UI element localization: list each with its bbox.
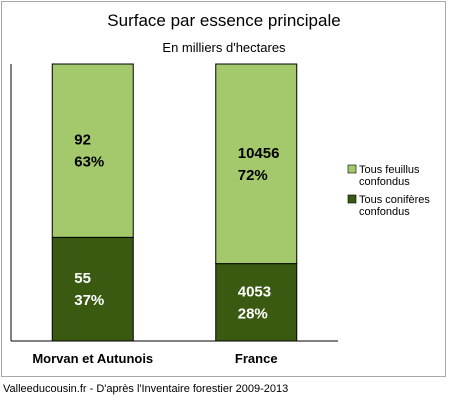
bar-0-series-1 xyxy=(51,63,134,238)
category-label-0: Morvan et Autunois xyxy=(32,351,153,366)
bar-1-series-1 xyxy=(215,63,298,265)
category-label-1: France xyxy=(235,351,278,366)
chart-svg: Surface par essence principale En millier… xyxy=(10,11,430,366)
bar-1-series-0 xyxy=(215,263,298,342)
data-label-percent-1-1: 72% xyxy=(238,167,268,184)
bar-0-series-0 xyxy=(51,236,134,342)
legend-swatch-1 xyxy=(347,194,357,204)
data-label-value-1-1: 10456 xyxy=(238,145,280,162)
data-label-value-1-0: 4053 xyxy=(238,283,271,300)
chart-frame: Surface par essence principale En millier… xyxy=(1,1,446,377)
data-label-value-0-1: 92 xyxy=(74,132,91,149)
data-label-percent-0-1: 63% xyxy=(74,154,104,171)
legend-text-1-1: confondus xyxy=(359,206,410,218)
legend-swatch-0 xyxy=(347,164,357,174)
data-label-percent-1-0: 28% xyxy=(238,305,268,322)
legend-text-1-0: Tous conifères xyxy=(359,194,430,206)
chart-subtitle: En milliers d'hectares xyxy=(162,40,286,55)
source-note: Valleeducousin.fr - D'après l'Inventaire… xyxy=(3,383,289,395)
chart-title: Surface par essence principale xyxy=(107,11,340,30)
legend-text-0-0: Tous feuillus xyxy=(359,164,420,176)
data-label-value-0-0: 55 xyxy=(74,270,91,287)
data-label-percent-0-0: 37% xyxy=(74,292,104,309)
legend-text-0-1: confondus xyxy=(359,176,410,188)
